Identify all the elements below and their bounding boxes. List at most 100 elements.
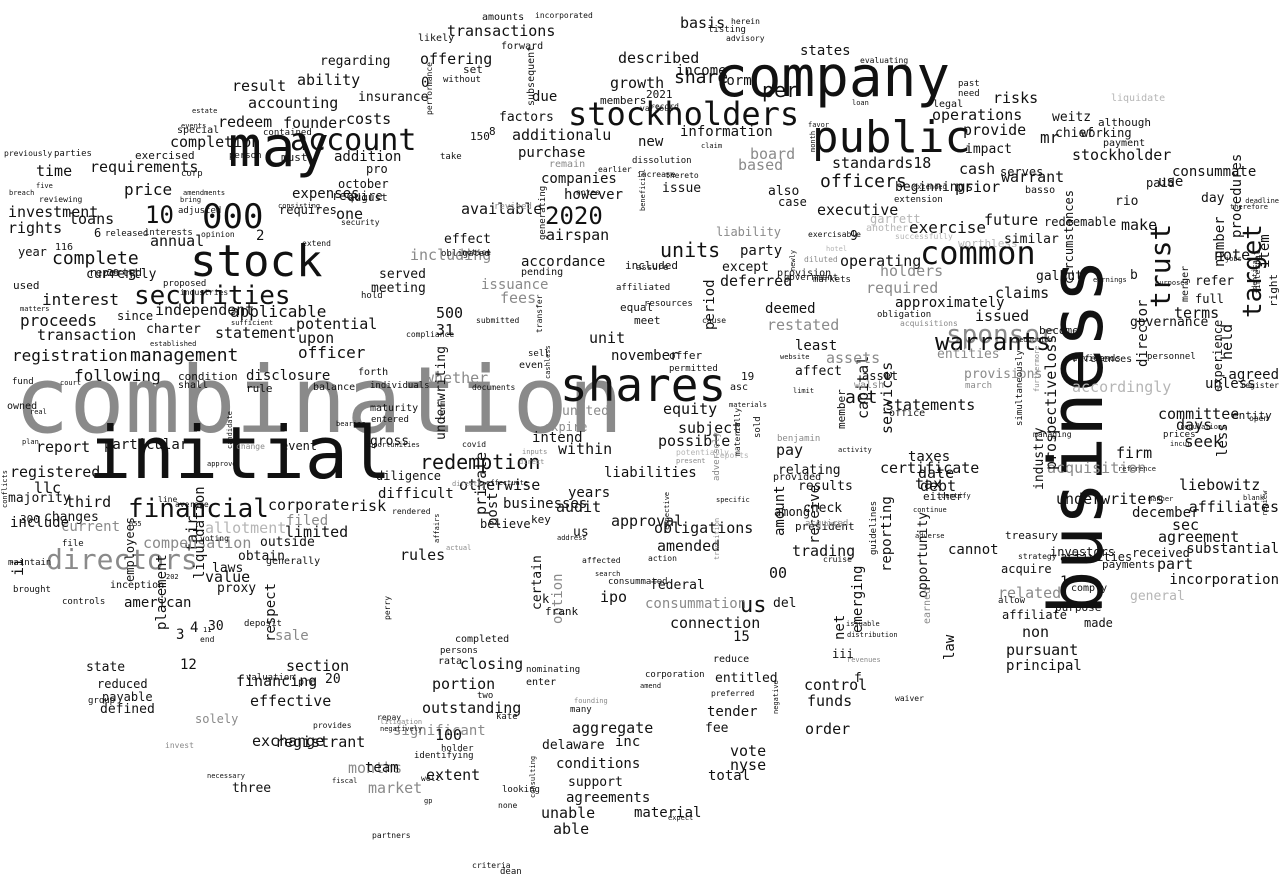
cloud-word: accounting [248, 94, 339, 112]
cloud-word: 100 [435, 726, 463, 744]
cloud-word: identical [1251, 256, 1259, 294]
cloud-word: fund [12, 377, 34, 387]
cloud-word: managing [1033, 430, 1072, 439]
cloud-word: gp [424, 797, 433, 805]
cloud-word: basic [824, 520, 846, 528]
cloud-word: deferred [720, 272, 793, 290]
cloud-word: direct [519, 458, 545, 466]
cloud-word: claim [701, 142, 723, 150]
cloud-word: obligated [441, 249, 490, 259]
cloud-word: control [804, 676, 868, 694]
cloud-word: directors [46, 543, 198, 576]
cloud-word: affiliate [1002, 608, 1068, 622]
cloud-word: none [498, 801, 518, 810]
cloud-word: november [611, 348, 679, 364]
cloud-word: open [1249, 414, 1269, 423]
cloud-word: k [542, 592, 550, 606]
cloud-word: brought [13, 585, 51, 595]
cloud-word: garrett [870, 212, 921, 226]
cloud-word: outside [260, 535, 315, 550]
cloud-word: likely [418, 33, 455, 44]
cloud-word: manner [1148, 495, 1174, 503]
cloud-word: approve [207, 460, 237, 468]
cloud-word: earnings [1093, 276, 1127, 284]
cloud-word: made [1084, 616, 1113, 630]
cloud-word: notes [576, 188, 601, 197]
cloud-word: website [780, 353, 810, 361]
cloud-word: incur [1170, 440, 1192, 448]
cloud-word: management [130, 345, 239, 366]
cloud-word: valuation [246, 673, 295, 683]
cloud-word: rights [8, 219, 63, 237]
cloud-word: placement [154, 554, 170, 630]
cloud-word: past [958, 79, 980, 89]
cloud-word: total [708, 768, 751, 784]
cloud-word: reduction [1015, 336, 1053, 344]
cloud-word: serves [1000, 165, 1044, 179]
cloud-word: reviewing [39, 195, 83, 204]
cloud-word: forth [358, 367, 389, 378]
cloud-word: party [740, 243, 783, 259]
cloud-word: least [795, 338, 838, 354]
cloud-word: without [443, 75, 481, 85]
cloud-word: procedures [1229, 153, 1245, 238]
cloud-word: 8 [489, 125, 496, 138]
cloud-word: incorporation [1169, 572, 1279, 588]
cloud-word: cashless [544, 345, 552, 379]
cloud-word: check [803, 501, 843, 516]
cloud-word: evaluating [860, 56, 909, 65]
cloud-word: incorporated [535, 11, 593, 20]
cloud-word: previously [4, 149, 53, 158]
cloud-word: balance [313, 382, 356, 393]
cloud-word: entities [937, 347, 1000, 362]
cloud-word: holder [441, 744, 474, 754]
cloud-word: breach [9, 189, 35, 197]
cloud-word: approximately [895, 295, 1005, 311]
cloud-word: hold [361, 291, 383, 301]
cloud-word: payment [1103, 138, 1146, 149]
cloud-word: legal [933, 99, 964, 110]
cloud-word: activities [1060, 550, 1133, 564]
cloud-word: reduced [97, 677, 148, 691]
cloud-word: loan [852, 99, 869, 107]
cloud-word: 00 [769, 564, 788, 582]
cloud-word: 31 [436, 321, 455, 339]
cloud-word: simultaneously [1015, 350, 1025, 426]
cloud-word: trading [792, 542, 856, 560]
cloud-word: estate [192, 107, 218, 115]
cloud-word: sold [753, 416, 763, 438]
cloud-word: material [634, 805, 702, 821]
cloud-word: statement [215, 324, 297, 342]
cloud-word: 150 [470, 130, 490, 143]
cloud-word: redeem [218, 113, 273, 131]
cloud-word: registrant [275, 733, 366, 751]
cloud-word: basis [680, 14, 726, 32]
cloud-word: regulations [1180, 423, 1227, 431]
cloud-word: founder [283, 114, 347, 132]
cloud-word: served [379, 267, 426, 282]
cloud-word: costs [346, 110, 392, 128]
cloud-word: 116 [55, 242, 74, 253]
cloud-word: opinion [201, 230, 235, 239]
cloud-word: negative [772, 680, 780, 714]
cloud-word: weitz [1052, 110, 1092, 125]
cloud-word: investors [1050, 545, 1116, 559]
cloud-word: llc [34, 479, 62, 497]
cloud-word: earlier [598, 165, 632, 174]
cloud-word: forward [501, 41, 544, 52]
cloud-word: corporation [645, 670, 705, 680]
cloud-word: upon [298, 329, 335, 347]
cloud-word: sponsor [946, 320, 1056, 350]
cloud-word: 2021 [646, 88, 673, 101]
cloud-word: operating [840, 252, 922, 270]
cloud-word: otherwise [459, 476, 541, 494]
cloud-word: executive [817, 201, 899, 219]
cloud-word: rata [438, 656, 463, 667]
cloud-word: documents [472, 383, 516, 392]
cloud-word: however [564, 187, 624, 203]
cloud-word: among [774, 505, 811, 519]
cloud-word: members [600, 94, 647, 107]
cloud-word: three [232, 781, 272, 796]
cloud-word: impact [965, 142, 1012, 157]
